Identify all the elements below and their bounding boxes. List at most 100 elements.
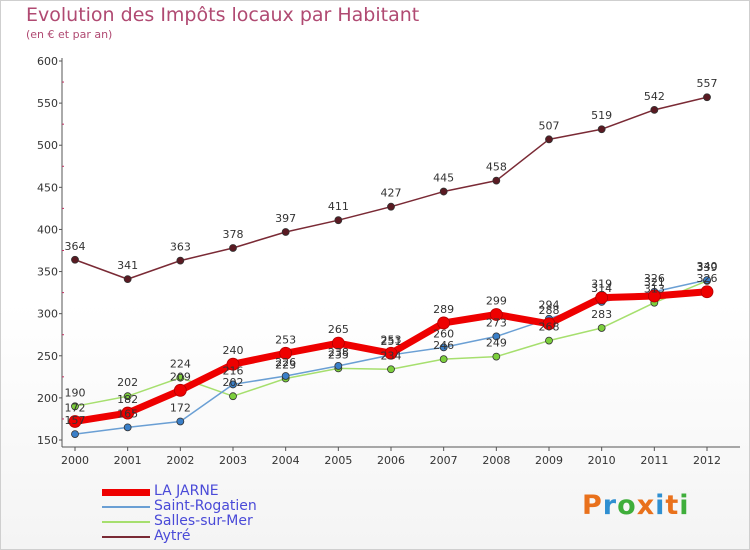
logo-letter: r (602, 490, 618, 521)
chart-title: Evolution des Impôts locaux par Habitant (26, 4, 420, 26)
y-tick-label: 150 (37, 434, 58, 447)
data-label: 172 (170, 401, 191, 414)
data-label: 268 (539, 321, 560, 334)
data-point (121, 406, 135, 420)
legend-label: Salles-sur-Mer (154, 513, 253, 529)
legend-label: Saint-Rogatien (154, 498, 257, 514)
data-point (279, 346, 293, 360)
data-label: 238 (328, 346, 349, 359)
data-label: 363 (170, 241, 191, 254)
axes: 150 200 250 300 350 400 450 500 550 600 2000 2001 20… (37, 55, 740, 467)
x-tick-label: 2008 (482, 454, 510, 467)
data-point (650, 105, 659, 114)
data-label: 341 (117, 259, 138, 272)
data-label: 319 (591, 278, 612, 291)
data-label: 157 (65, 414, 86, 427)
data-label: 190 (65, 386, 86, 399)
data-label: 265 (328, 323, 349, 336)
data-point (71, 255, 79, 264)
data-labels-layer: 190 202 224 202 223 235 234 246 249 268 283 313 339 1… (65, 77, 718, 427)
data-point (226, 357, 240, 371)
series-layer (68, 93, 714, 439)
data-point (71, 402, 79, 411)
logo-letter: t (665, 490, 680, 521)
data-point (334, 216, 343, 225)
legend-label: Aytré (154, 528, 191, 544)
data-point (647, 289, 661, 303)
data-label: 246 (433, 339, 454, 352)
legend-swatch (102, 506, 150, 508)
data-label: 235 (328, 348, 349, 361)
data-point (439, 343, 448, 352)
data-label: 339 (697, 261, 718, 274)
y-tick-label: 350 (37, 266, 58, 279)
data-label: 224 (170, 358, 191, 371)
logo-letter: P (582, 490, 603, 521)
data-label: 326 (697, 272, 718, 285)
data-point (703, 93, 711, 102)
data-label: 507 (539, 119, 560, 132)
data-label: 299 (486, 295, 507, 308)
data-point (331, 336, 345, 350)
legend-swatch (102, 521, 150, 523)
y-tick-label: 550 (37, 97, 58, 110)
data-point (492, 332, 501, 341)
data-point (387, 202, 395, 211)
y-tick-label: 200 (37, 392, 58, 405)
y-tick-label: 300 (37, 308, 58, 321)
data-label: 202 (223, 376, 244, 389)
x-tick-label: 2010 (588, 454, 616, 467)
y-tick-label: 500 (37, 139, 58, 152)
chart-subtitle: (en € et par an) (26, 28, 113, 41)
logo-letter: i (655, 490, 666, 521)
data-label: 314 (591, 282, 612, 295)
data-point (123, 275, 132, 284)
x-tick-label: 2003 (219, 454, 247, 467)
data-point (439, 355, 448, 364)
data-label: 253 (275, 333, 296, 346)
data-point (542, 317, 556, 331)
logo-letter: x (636, 490, 656, 521)
data-label: 364 (65, 240, 86, 253)
x-tick-label: 2012 (693, 454, 721, 467)
y-tick-label: 250 (37, 350, 58, 363)
y-tick-label: 450 (37, 181, 58, 194)
data-label: 172 (65, 401, 86, 414)
data-label: 240 (223, 344, 244, 357)
data-label: 251 (381, 335, 402, 348)
data-point (595, 291, 609, 305)
x-tick-label: 2002 (166, 454, 194, 467)
data-label: 411 (328, 200, 349, 213)
data-label: 273 (486, 316, 507, 329)
x-tick-label: 2011 (640, 454, 668, 467)
data-label: 519 (591, 109, 612, 122)
data-label: 458 (486, 161, 507, 174)
data-label: 165 (117, 407, 138, 420)
data-point (703, 276, 711, 284)
data-label: 249 (486, 337, 507, 350)
data-label: 542 (644, 90, 665, 103)
data-label: 182 (117, 393, 138, 406)
data-label: 557 (697, 77, 718, 90)
logo-letter: o (617, 490, 637, 521)
data-label: 397 (275, 212, 296, 225)
legend-swatch (102, 488, 150, 496)
data-label: 223 (275, 359, 296, 372)
data-label: 321 (644, 276, 665, 289)
data-point (489, 308, 503, 321)
data-point (123, 392, 132, 401)
data-point (229, 380, 237, 389)
logo-letter: i (679, 490, 690, 521)
data-label: 294 (539, 299, 560, 312)
y-tick-label: 400 (37, 223, 58, 236)
data-label: 283 (591, 308, 612, 321)
data-point (384, 346, 398, 360)
x-tick-label: 2007 (430, 454, 458, 467)
data-point (68, 415, 82, 428)
data-label: 445 (433, 172, 454, 185)
data-label: 313 (644, 283, 665, 296)
data-point (281, 372, 290, 380)
legend-label: LA JARNE (154, 483, 219, 499)
